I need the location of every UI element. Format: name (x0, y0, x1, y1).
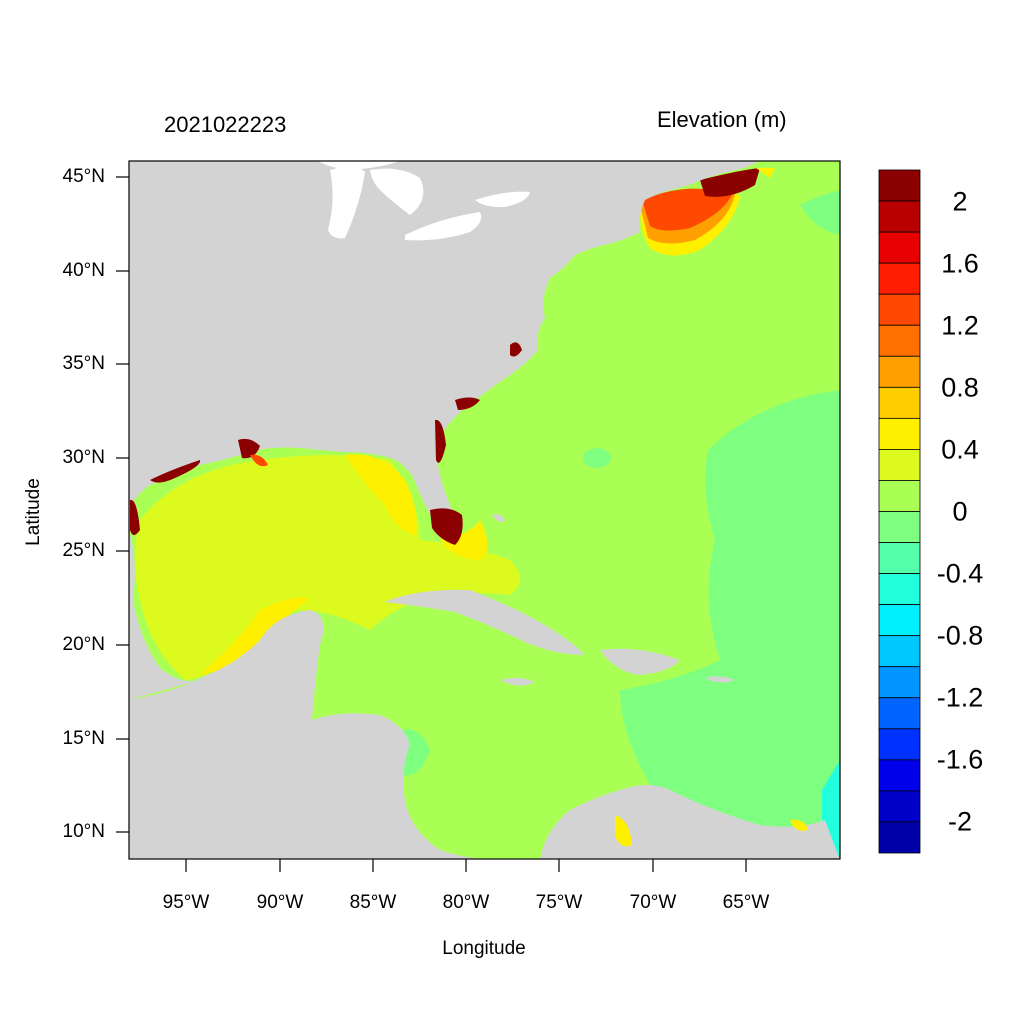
land-masses (129, 161, 840, 859)
colorbar-label: -0.8 (936, 620, 984, 651)
mobile-bay-anomaly (250, 454, 268, 467)
colorbar-box (878, 511, 921, 543)
texas-flooding (130, 499, 140, 535)
x-tick-label: 80°W (442, 892, 490, 913)
ocean-negative-anomaly (620, 390, 840, 859)
georgia-flooding (455, 397, 480, 410)
lake-michigan (328, 166, 365, 239)
y-tick-label: 25°N (62, 540, 105, 561)
lake-ontario (475, 191, 530, 208)
map-panel (129, 161, 840, 859)
colorbar-label: 1.6 (941, 248, 979, 279)
plot-frame (128, 160, 841, 860)
colorbar-box (878, 635, 921, 668)
puerto-rico-island (705, 676, 735, 683)
lake-superior (318, 161, 400, 170)
x-tick-label: 75°W (535, 892, 583, 913)
colorbar-label: -1.2 (936, 682, 984, 713)
colorbar-box (878, 790, 921, 823)
colorbar-box (878, 231, 921, 264)
y-tick-label: 15°N (62, 728, 105, 749)
y-tick-label: 45°N (62, 166, 105, 187)
y-tick-label: 35°N (62, 353, 105, 374)
colorbar-box (878, 573, 921, 606)
gulf-positive-anomaly (135, 455, 520, 680)
colorbar-label: 0 (952, 496, 968, 527)
south-america-land (540, 785, 840, 859)
surge-inner (642, 188, 732, 231)
colorbar-box (878, 821, 921, 854)
central-america-land (129, 610, 482, 859)
variable-label: Elevation (m) (657, 107, 787, 132)
y-tick-label: 40°N (62, 260, 105, 281)
cuba-island (384, 589, 585, 655)
surge-peak (700, 168, 760, 197)
colorbar-box (878, 759, 921, 792)
lake-huron (370, 168, 424, 215)
colorbar-box (878, 293, 921, 326)
colorbar (878, 169, 921, 854)
gulf-coast-flooding (150, 460, 201, 483)
bahamas-island (492, 514, 505, 523)
florida-east-flooding (435, 419, 446, 463)
colorbar-box (878, 169, 921, 202)
keys-anomaly (440, 520, 488, 560)
colorbar-label: 0.4 (941, 434, 979, 465)
x-axis-title: Longitude (442, 938, 526, 959)
colorbar-label: -2 (947, 806, 973, 837)
lake-erie (405, 212, 482, 241)
ocean-negative-anomaly-small (583, 448, 611, 468)
campeche-shelf-anomaly (200, 597, 310, 675)
date-label: 2021022223 (164, 112, 287, 137)
great-lakes (318, 161, 530, 241)
colorbar-box (878, 262, 921, 295)
y-tick-label: 30°N (62, 447, 105, 468)
x-tick-label: 90°W (256, 892, 304, 913)
colorbar-label: -1.6 (936, 744, 984, 775)
colorbar-box (878, 449, 921, 481)
colorbar-label: 0.8 (941, 372, 979, 403)
colorbar-label: -0.4 (936, 558, 984, 589)
colorbar-box (878, 728, 921, 761)
maracaibo-anomaly (615, 815, 632, 847)
y-tick-label: 20°N (62, 634, 105, 655)
south-florida-flooding (430, 508, 463, 545)
colorbar-box (878, 355, 921, 388)
colorbar-box (878, 697, 921, 730)
north-america-land (129, 161, 760, 530)
mexico-west-coast (129, 530, 200, 700)
colorbar-box (878, 417, 921, 450)
colorbar-box (878, 666, 921, 699)
y-tick-label: 10°N (62, 821, 105, 842)
colorbar-label: 2 (952, 186, 968, 217)
x-tick-label: 65°W (722, 892, 770, 913)
colorbar-box (878, 542, 921, 574)
x-tick-label: 95°W (162, 892, 210, 913)
coastal-flooding (130, 342, 522, 545)
louisiana-flooding (238, 438, 260, 459)
x-tick-label: 85°W (349, 892, 397, 913)
colorbar-box (878, 324, 921, 357)
paria-anomaly (790, 819, 808, 831)
florida-shelf-anomaly (345, 454, 417, 535)
axis-ticks (116, 176, 747, 872)
hispaniola-island (600, 648, 680, 675)
colorbar-box (878, 480, 921, 512)
x-tick-label: 70°W (629, 892, 677, 913)
colorbar-box (878, 200, 921, 233)
surge-edge (756, 168, 775, 178)
y-axis-title: Latitude (23, 478, 44, 546)
carolina-flooding (510, 342, 522, 357)
colorbar-box (878, 386, 921, 419)
ocean-negative-anomaly-north (800, 190, 840, 235)
colorbar-label: 1.2 (941, 310, 979, 341)
jamaica-island (500, 677, 535, 686)
colorbar-box (878, 604, 921, 637)
